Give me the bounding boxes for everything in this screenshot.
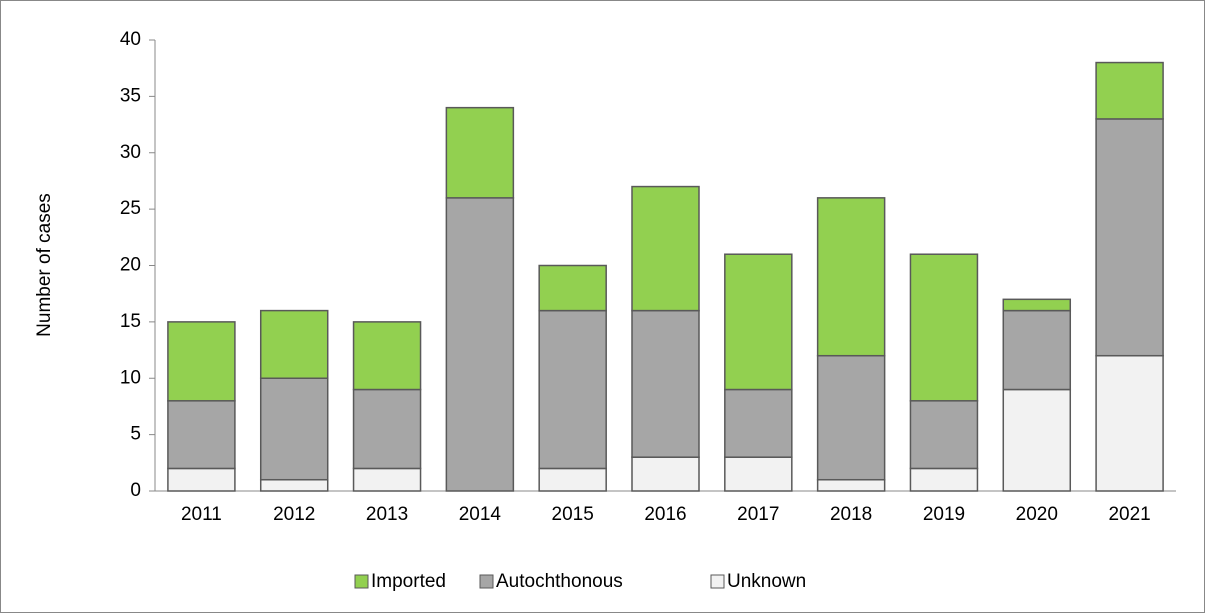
legend-swatch (479, 574, 494, 589)
bar-segment (724, 388, 793, 458)
bar-segment (724, 253, 793, 391)
x-tick-label: 2011 (181, 504, 222, 525)
bar-segment (909, 467, 979, 492)
bar-segment (1002, 388, 1072, 492)
x-tick-label: 2013 (366, 504, 408, 525)
bar-segment (909, 253, 979, 402)
bar-segment (352, 321, 422, 391)
bar-segment (167, 467, 236, 492)
bar-segment (259, 309, 329, 380)
y-axis-label: Number of cases (34, 193, 55, 337)
legend-swatch (354, 574, 369, 589)
bar-segment (816, 197, 886, 357)
legend-label: Unknown (727, 571, 806, 592)
x-tick-label: 2018 (830, 504, 872, 525)
y-tick-label: 10 (120, 367, 141, 388)
y-tick-label: 25 (120, 198, 141, 219)
y-tick-label: 40 (120, 29, 141, 50)
bar-segment (631, 185, 700, 312)
x-tick-label: 2020 (1016, 504, 1058, 525)
bar-segment (352, 467, 422, 492)
bar-segment (259, 478, 329, 492)
bar-segment (445, 197, 515, 492)
bar-segment (538, 264, 607, 312)
bar-segment (167, 321, 236, 402)
y-tick-label: 30 (120, 142, 141, 163)
x-tick-label: 2015 (552, 504, 594, 525)
bar-segment (1095, 61, 1164, 120)
x-tick-label: 2012 (273, 504, 315, 525)
bar-segment (259, 377, 329, 481)
bar-segment (1002, 309, 1072, 391)
y-tick-label: 20 (120, 255, 141, 276)
bar-segment (538, 309, 607, 470)
x-tick-label: 2017 (737, 504, 779, 525)
legend-label: Autochthonous (496, 571, 623, 592)
bar-segment (445, 106, 515, 199)
legend-label: Imported (371, 571, 446, 592)
y-tick-label: 0 (130, 480, 141, 501)
bar-segment (909, 400, 979, 470)
bar-segment (816, 354, 886, 481)
bar-segment (352, 388, 422, 470)
y-tick-label: 15 (120, 311, 141, 332)
y-tick-label: 35 (120, 85, 141, 106)
legend-swatch (710, 574, 725, 589)
bar-segment (1095, 118, 1164, 357)
bar-segment (167, 400, 236, 470)
x-tick-label: 2021 (1108, 504, 1150, 525)
x-tick-label: 2019 (923, 504, 965, 525)
bar-segment (816, 478, 886, 492)
bar-segment (538, 467, 607, 492)
x-tick-label: 2014 (459, 504, 502, 525)
bar-segment (631, 456, 700, 492)
y-tick-label: 5 (130, 424, 141, 445)
x-tick-label: 2016 (644, 504, 686, 525)
bar-segment (1002, 298, 1072, 312)
bar-segment (631, 309, 700, 458)
bar-segment (1095, 354, 1164, 492)
bar-segment (724, 456, 793, 492)
